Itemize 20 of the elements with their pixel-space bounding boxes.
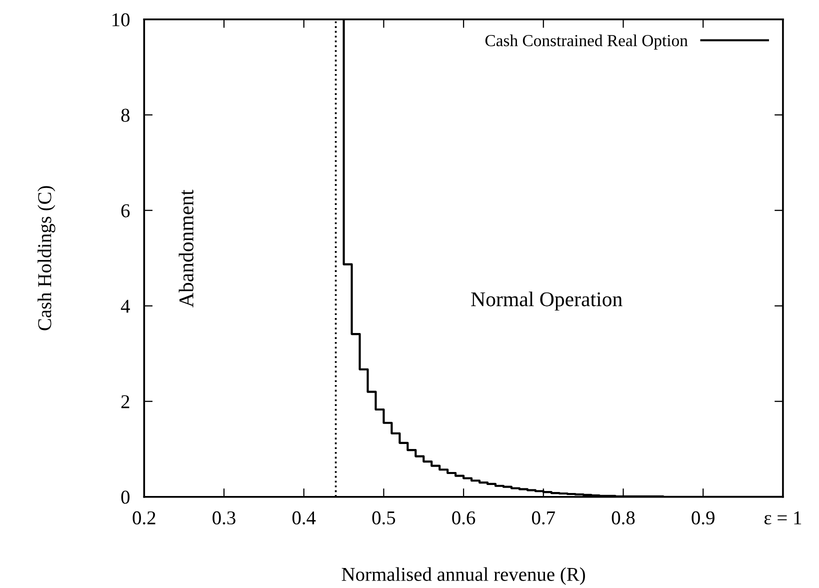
- y-tick-label: 2: [121, 395, 130, 408]
- x-tick-label: ε = 1: [764, 511, 802, 524]
- y-tick-label: 6: [121, 204, 130, 218]
- x-tick-label: 0.9: [692, 511, 714, 525]
- annotation: Normal Operation: [471, 292, 622, 311]
- y-tick-label: 10: [112, 13, 130, 26]
- x-tick-label: 0.5: [372, 511, 396, 525]
- x-tick-label: 0.7: [532, 511, 555, 525]
- x-tick-label: 0.4: [292, 511, 316, 525]
- y-tick-label: 4: [120, 300, 130, 313]
- y-axis-title: Cash Holdings (C): [38, 186, 56, 330]
- x-tick-label: 0.8: [612, 511, 635, 525]
- x-axis-title: Normalised annual revenue (R): [342, 567, 585, 585]
- x-tick-label: 0.3: [212, 511, 236, 525]
- x-tick-label: 0.6: [452, 511, 476, 525]
- y-tick-label: 8: [121, 108, 130, 122]
- annotation: Abandonment: [178, 190, 194, 308]
- legend-label: Cash Constrained Real Option: [485, 34, 688, 50]
- x-tick-label: 0.2: [132, 511, 156, 525]
- y-tick-label: 0: [121, 490, 130, 504]
